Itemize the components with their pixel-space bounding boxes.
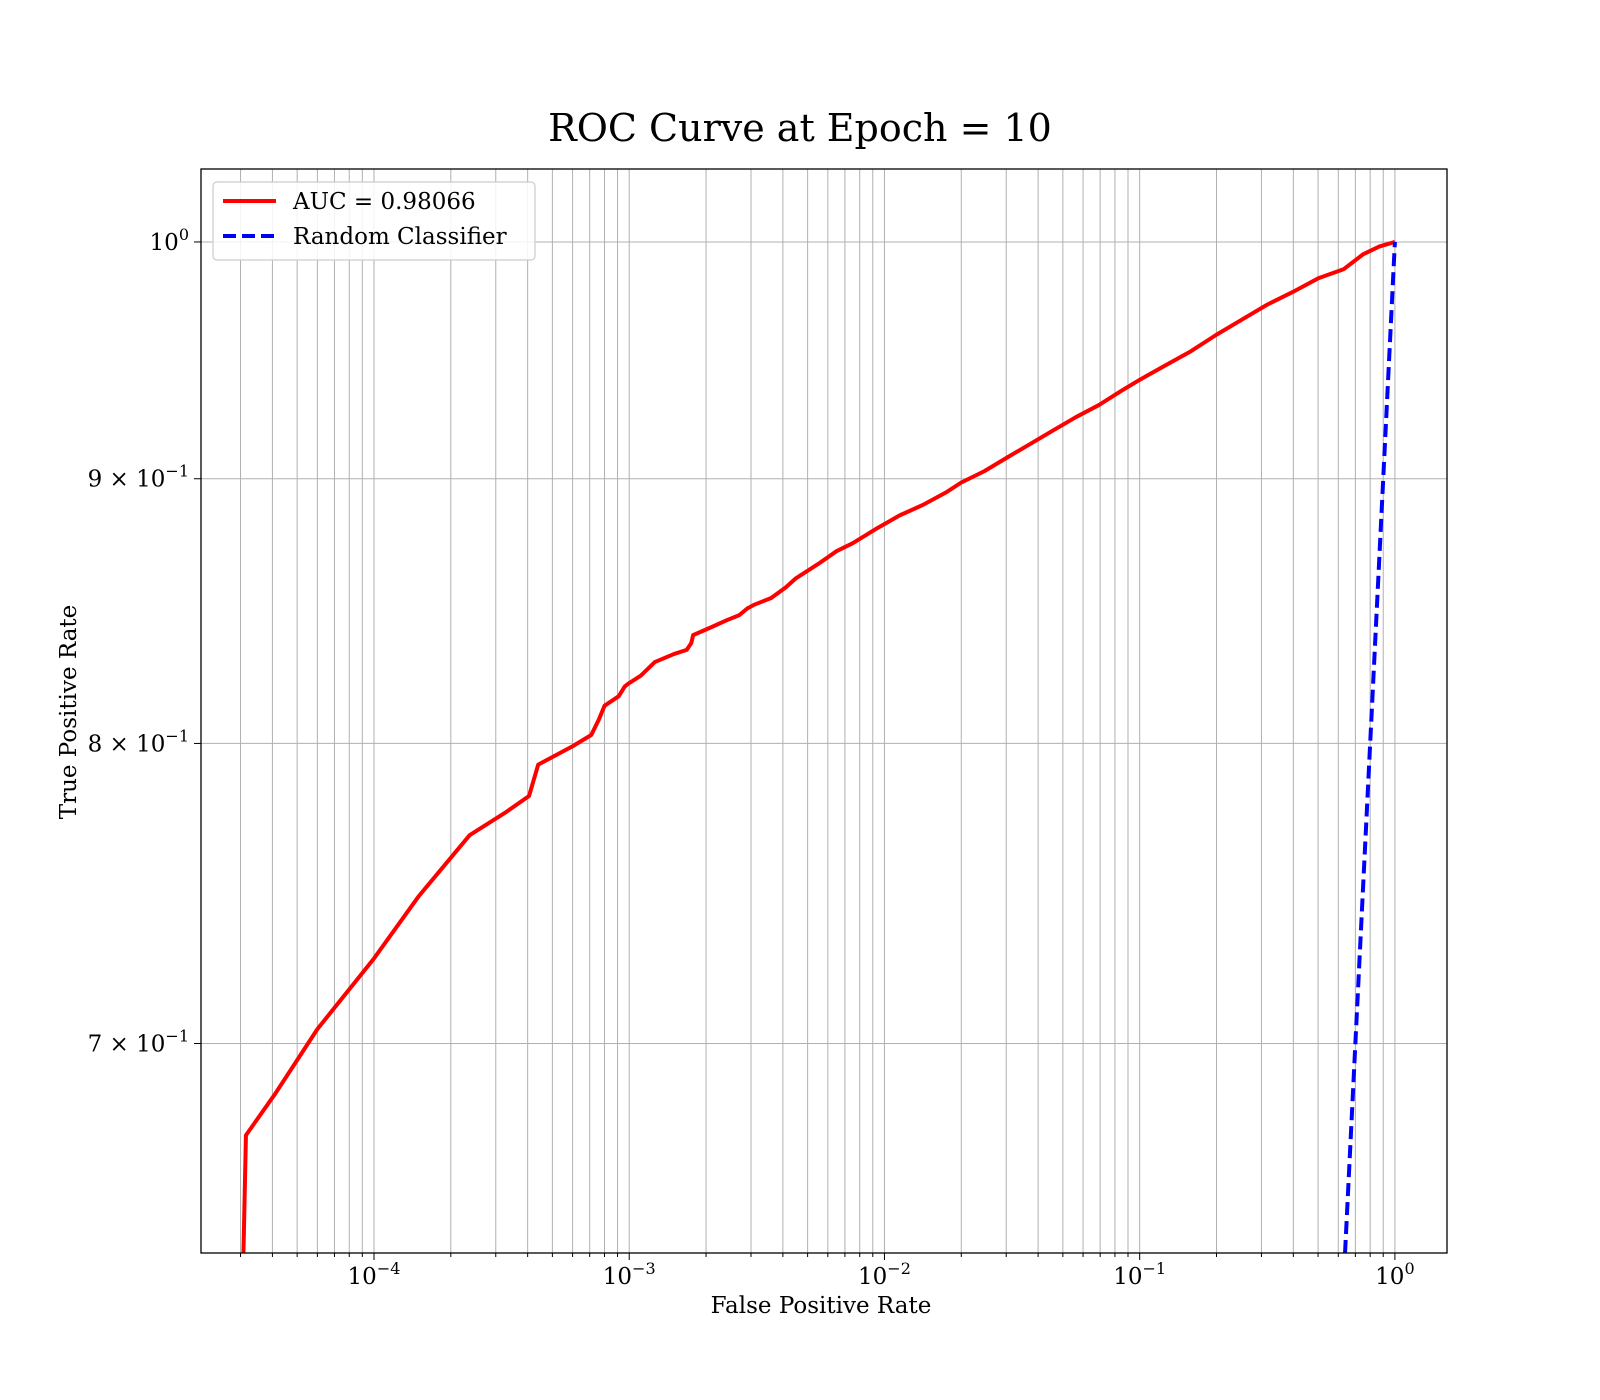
y-tick-label: 100 (150, 225, 189, 256)
series-layer (241, 240, 1397, 1253)
x-tick-label: 10−4 (348, 1259, 401, 1290)
x-tick-label: 10−1 (1113, 1259, 1166, 1290)
roc-curve-line (241, 240, 1396, 1253)
y-tick-label: 8 × 10−1 (88, 726, 189, 757)
y-tick-label: 7 × 10−1 (88, 1027, 189, 1058)
axis-ticks: 10−4 10−3 10−2 10−1 100 7 × 10−1 8 × 10−1 9 × 1… (88, 225, 1415, 1290)
grid-lines (201, 169, 1447, 1253)
random-classifier-line (1343, 241, 1397, 1253)
chart-title: ROC Curve at Epoch = 10 (548, 106, 1052, 150)
x-axis-label: False Positive Rate (711, 1293, 932, 1319)
legend-label-auc: AUC = 0.98066 (292, 189, 476, 215)
y-axis-label: True Positive Rate (56, 605, 82, 820)
legend-label-random: Random Classifier (293, 224, 507, 250)
legend: AUC = 0.98066 Random Classifier (212, 181, 536, 261)
plot-frame (200, 168, 1448, 1254)
legend-box (212, 181, 536, 261)
y-tick-label: 9 × 10−1 (88, 462, 189, 493)
x-tick-label: 10−2 (858, 1259, 911, 1290)
x-tick-label: 10−3 (603, 1259, 656, 1290)
plot-area: 10−4 10−3 10−2 10−1 100 7 × 10−1 8 × 10−1 9 × 1… (88, 168, 1448, 1290)
x-tick-label: 100 (1375, 1259, 1414, 1290)
